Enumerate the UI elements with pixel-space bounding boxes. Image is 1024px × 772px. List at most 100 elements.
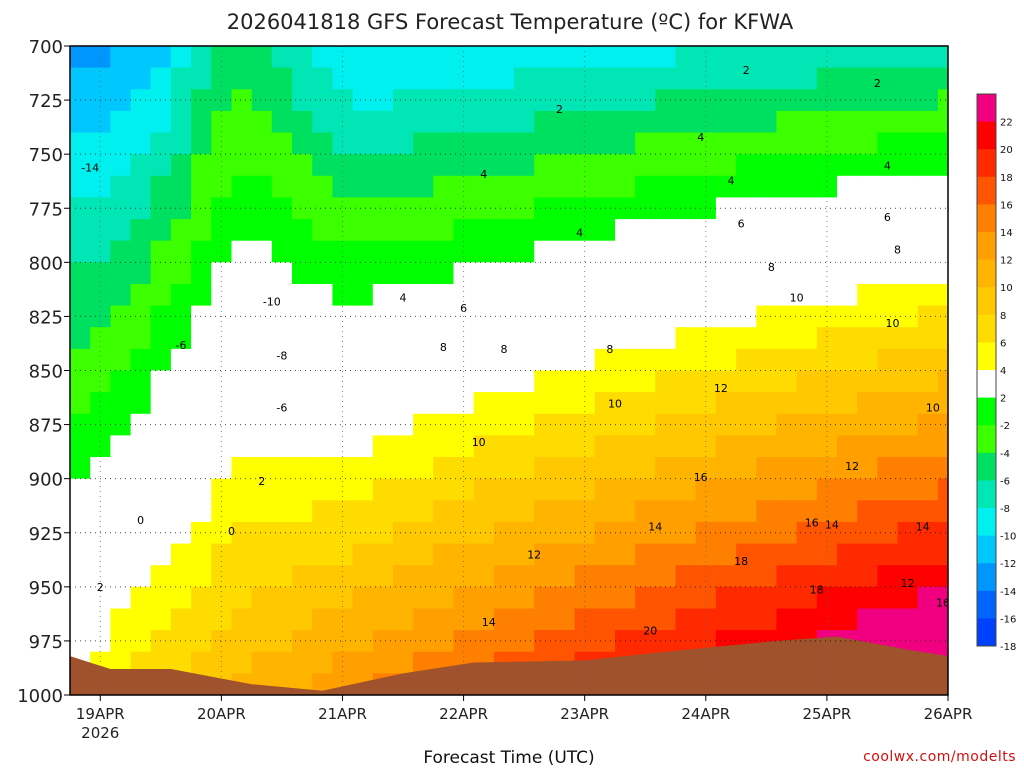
temp-cell: [635, 478, 656, 501]
temp-cell: [110, 500, 132, 523]
x-tick-sublabel: 2026: [81, 724, 119, 742]
temp-cell: [130, 500, 152, 523]
temp-cell: [594, 327, 616, 350]
colorbar-swatch: [977, 535, 996, 564]
temp-cell: [130, 110, 152, 134]
temp-cell: [392, 154, 414, 177]
temp-cell: [110, 67, 132, 90]
temp-cell: [453, 132, 475, 155]
temp-cell: [292, 435, 313, 458]
temp-cell: [312, 586, 333, 609]
temp-cell: [332, 608, 354, 631]
contour-label: -6: [176, 339, 187, 352]
temp-cell: [715, 132, 737, 155]
temp-cell: [251, 630, 273, 653]
temp-cell: [231, 630, 253, 653]
temp-cell: [554, 586, 576, 609]
temp-cell: [715, 478, 737, 501]
temp-cell: [453, 197, 475, 220]
temp-cell: [937, 500, 948, 523]
temp-cell: [191, 392, 212, 415]
temp-cell: [715, 175, 737, 198]
temp-cell: [413, 89, 434, 112]
temp-cell: [594, 348, 616, 372]
temp-cell: [312, 262, 333, 285]
temp-cell: [554, 543, 576, 566]
temp-cell: [110, 478, 132, 501]
temp-cell: [493, 521, 515, 545]
temp-cell: [796, 608, 818, 631]
temp-cell: [493, 586, 515, 609]
temp-cell: [392, 46, 414, 69]
temp-cell: [877, 543, 899, 566]
temp-cell: [776, 284, 798, 307]
temp-cell: [837, 586, 858, 609]
temp-cell: [897, 392, 919, 415]
temp-cell: [271, 478, 293, 501]
temp-cell: [433, 478, 455, 501]
temp-cell: [897, 240, 919, 263]
temp-cell: [352, 262, 374, 285]
contour-label: 18: [810, 583, 824, 596]
temp-cell: [392, 284, 414, 307]
temp-cell: [594, 46, 616, 69]
temp-cell: [736, 89, 757, 112]
temp-cell: [130, 262, 152, 285]
temp-cell: [292, 413, 313, 436]
temp-cell: [372, 586, 394, 609]
temp-cell: [594, 586, 616, 609]
temp-cell: [736, 413, 757, 436]
temp-cell: [292, 284, 313, 307]
temp-cell: [594, 565, 616, 588]
temp-cell: [231, 305, 253, 328]
temp-cell: [150, 89, 172, 112]
temp-cell: [90, 348, 111, 372]
temp-cell: [635, 392, 656, 415]
temp-cell: [675, 219, 697, 242]
temp-cell: [130, 327, 152, 350]
temp-cell: [191, 543, 212, 566]
temp-cell: [372, 630, 394, 653]
temp-cell: [191, 608, 212, 631]
temp-cell: [453, 327, 475, 350]
temp-cell: [554, 262, 576, 285]
temp-cell: [110, 348, 132, 372]
temp-cell: [292, 630, 313, 653]
temp-cell: [534, 305, 555, 328]
contour-label: 12: [527, 549, 541, 562]
temp-cell: [837, 327, 858, 350]
temp-cell: [837, 435, 858, 458]
temp-cell: [796, 197, 818, 220]
temp-cell: [130, 219, 152, 242]
temp-cell: [655, 608, 677, 631]
temp-cell: [574, 608, 596, 631]
temp-cell: [433, 348, 455, 372]
temp-cell: [736, 219, 757, 242]
temp-cell: [736, 521, 757, 545]
temp-cell: [473, 110, 495, 134]
temp-cell: [413, 154, 434, 177]
temp-cell: [695, 67, 717, 90]
temp-cell: [150, 478, 172, 501]
temp-cell: [756, 392, 778, 415]
temp-cell: [413, 262, 434, 285]
temp-cell: [877, 197, 899, 220]
temp-cell: [574, 284, 596, 307]
temp-cell: [937, 457, 948, 480]
temp-cell: [413, 67, 434, 90]
temp-cell: [756, 219, 778, 242]
temp-cell: [392, 327, 414, 350]
temp-cell: [312, 500, 333, 523]
temp-cell: [413, 284, 434, 307]
temp-cell: [433, 67, 455, 90]
temp-cell: [917, 327, 939, 350]
temp-cell: [493, 348, 515, 372]
temp-cell: [191, 586, 212, 609]
temp-cell: [433, 413, 455, 436]
temp-cell: [413, 608, 434, 631]
temp-cell: [473, 413, 495, 436]
temp-cell: [150, 284, 172, 307]
temp-cell: [695, 392, 717, 415]
temp-cell: [130, 175, 152, 198]
temp-cell: [191, 348, 212, 372]
